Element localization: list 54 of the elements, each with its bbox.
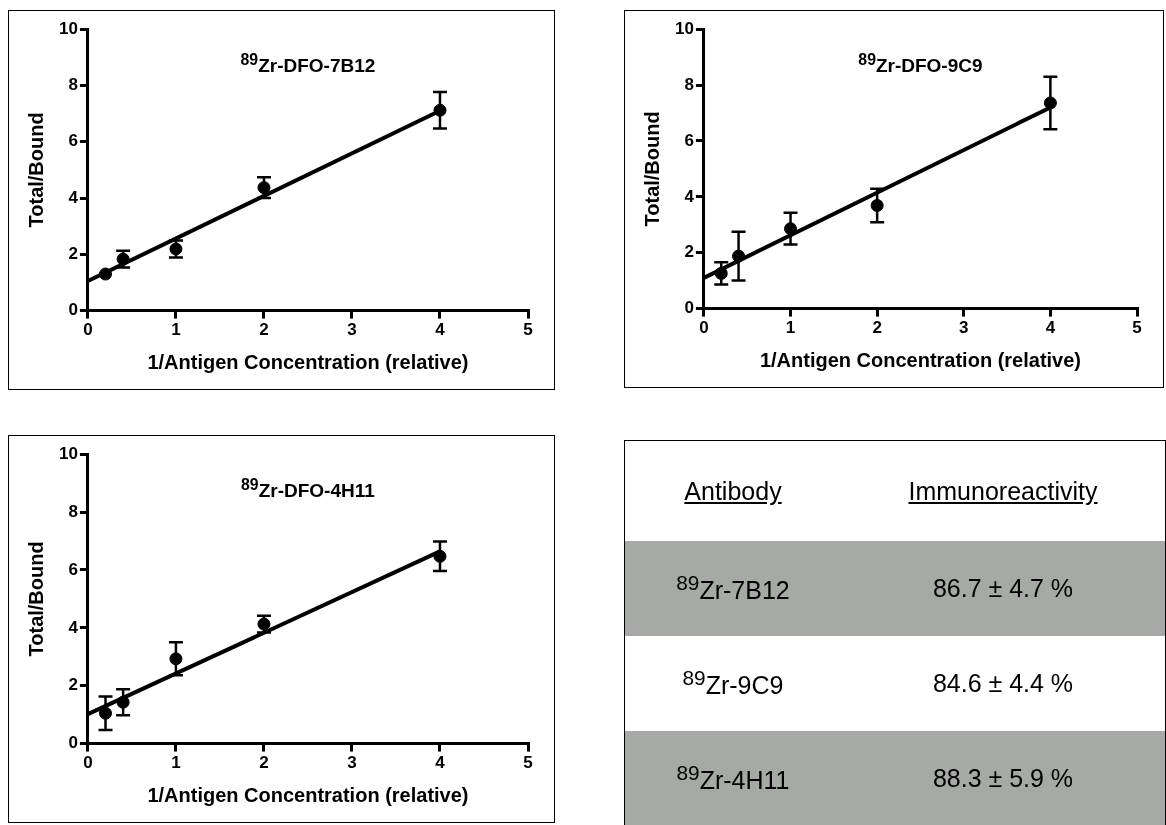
y-tick-label: 4 bbox=[68, 187, 79, 207]
text: $^{89}$Zr-9C9 bbox=[681, 666, 785, 701]
text: $^{89}$Zr-DFO-7B12 bbox=[239, 50, 377, 78]
x-tick-label: 1 bbox=[785, 318, 796, 338]
y-tick-label: 6 bbox=[68, 559, 78, 579]
text: $^{89}$Zr-DFO-4H11 bbox=[240, 475, 376, 503]
y-tick-label: 0 bbox=[684, 298, 694, 318]
y-tick-label: 8 bbox=[68, 501, 78, 521]
x-tick-label: 0 bbox=[699, 318, 709, 338]
x-tick-label: 3 bbox=[347, 753, 357, 773]
y-tick-label: 6 bbox=[684, 130, 694, 150]
text: $^{89}$Zr-7B12 bbox=[675, 571, 791, 606]
y-axis-title: Total/Bound bbox=[640, 111, 663, 227]
x-axis-title: 1/Antigen Concentration (relative) bbox=[759, 348, 1082, 371]
y-tick-label: 0 bbox=[68, 733, 78, 753]
y-tick-label: 10 bbox=[674, 18, 694, 38]
x-tick-label: 5 bbox=[523, 320, 533, 340]
y-tick-label: 2 bbox=[68, 244, 78, 264]
x-tick-label: 5 bbox=[1132, 318, 1142, 338]
x-axis-title: 1/Antigen Concentration (relative) bbox=[147, 350, 469, 373]
x-axis-title: 1/Antigen Concentration (relative) bbox=[147, 783, 469, 806]
y-tick-label: 2 bbox=[684, 242, 694, 262]
text: Antibody bbox=[684, 476, 782, 505]
y-axis-title: Total/Bound bbox=[24, 541, 47, 657]
y-tick-label: 8 bbox=[68, 75, 78, 95]
y-axis-title: Total/Bound bbox=[24, 112, 47, 228]
text: 88.3 ± 5.9 % bbox=[931, 764, 1075, 793]
x-tick-label: 4 bbox=[435, 753, 446, 773]
y-tick-label: 2 bbox=[68, 675, 78, 695]
x-tick-label: 3 bbox=[347, 320, 357, 340]
x-tick-label: 2 bbox=[872, 318, 882, 338]
text: $^{89}$Zr-4H11 bbox=[675, 761, 791, 796]
point bbox=[99, 267, 113, 281]
y-tick-label: 6 bbox=[68, 131, 78, 151]
x-tick-label: 5 bbox=[523, 753, 533, 773]
text: 86.7 ± 4.7 % bbox=[931, 574, 1075, 603]
y-tick-label: 4 bbox=[684, 186, 695, 206]
x-tick-label: 0 bbox=[83, 320, 93, 340]
x-tick-label: 1 bbox=[171, 320, 181, 340]
y-tick-label: 0 bbox=[68, 300, 78, 320]
y-tick-label: 10 bbox=[58, 18, 78, 38]
x-tick-label: 1 bbox=[171, 753, 181, 773]
text: $^{89}$Zr-DFO-9C9 bbox=[857, 50, 984, 78]
y-tick-label: 10 bbox=[58, 443, 78, 463]
x-tick-label: 2 bbox=[259, 753, 269, 773]
x-tick-label: 0 bbox=[83, 753, 93, 773]
text: 84.6 ± 4.4 % bbox=[931, 669, 1075, 698]
x-tick-label: 2 bbox=[259, 320, 269, 340]
x-tick-label: 4 bbox=[1045, 318, 1056, 338]
x-tick-label: 3 bbox=[959, 318, 969, 338]
text: Immunoreactivity bbox=[908, 476, 1098, 505]
y-tick-label: 4 bbox=[68, 617, 79, 637]
y-tick-label: 8 bbox=[684, 74, 694, 94]
x-tick-label: 4 bbox=[435, 320, 446, 340]
